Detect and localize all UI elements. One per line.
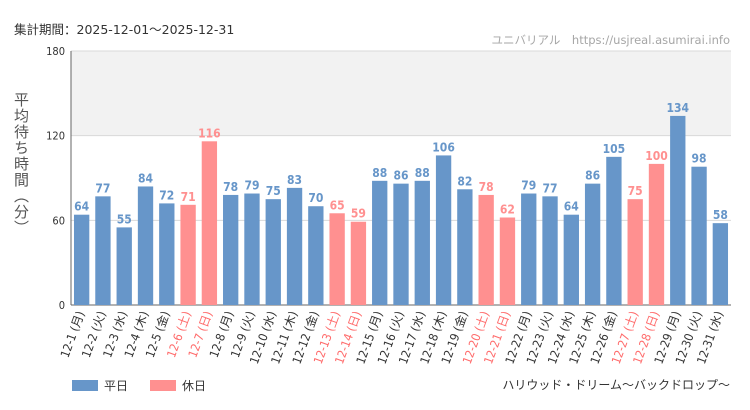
legend-label-weekday: 平日 xyxy=(104,379,129,393)
bar-18 xyxy=(435,155,452,305)
bar-16 xyxy=(393,183,409,305)
value-label-13: 65 xyxy=(330,198,345,212)
bar-13 xyxy=(329,213,345,305)
bar-30 xyxy=(691,166,707,305)
bar-10 xyxy=(265,199,281,305)
y-tick-label-120: 120 xyxy=(46,130,65,143)
value-label-17: 88 xyxy=(415,166,430,180)
value-label-1: 64 xyxy=(74,200,90,214)
value-label-27: 75 xyxy=(628,184,643,198)
value-label-4: 84 xyxy=(138,171,154,185)
value-label-12: 70 xyxy=(308,191,323,205)
legend-item-weekday: 平日 xyxy=(72,377,128,394)
value-label-19: 82 xyxy=(457,174,472,188)
bar-8 xyxy=(223,194,239,305)
y-axis-label: 平均待ち時間（分） xyxy=(12,92,30,236)
value-label-8: 78 xyxy=(223,180,238,194)
bar-23 xyxy=(542,196,558,305)
bar-14 xyxy=(350,221,367,305)
y-tick-label-0: 0 xyxy=(59,299,65,312)
value-label-7: 116 xyxy=(198,126,221,140)
weekday-swatch xyxy=(72,380,98,391)
value-label-6: 71 xyxy=(181,190,196,204)
bar-31 xyxy=(712,223,729,305)
value-label-29: 134 xyxy=(667,101,690,115)
bar-17 xyxy=(414,180,430,305)
grid-band xyxy=(71,51,731,136)
bar-28 xyxy=(648,163,665,305)
value-label-21: 62 xyxy=(500,203,515,217)
bar-25 xyxy=(584,183,601,305)
value-label-25: 86 xyxy=(585,169,600,183)
holiday-swatch xyxy=(150,380,177,391)
period-label: 集計期間：2025-12-01〜2025-12-31 xyxy=(14,22,235,37)
bar-20 xyxy=(478,194,494,305)
value-label-9: 79 xyxy=(244,179,259,193)
bar-19 xyxy=(457,189,473,305)
bar-26 xyxy=(606,156,622,305)
legend-item-holiday: 休日 xyxy=(150,377,206,394)
value-label-16: 86 xyxy=(393,169,408,183)
bar-4 xyxy=(137,186,154,305)
bar-9 xyxy=(244,193,260,305)
value-label-31: 58 xyxy=(713,208,728,222)
bar-7 xyxy=(201,141,218,305)
value-label-5: 72 xyxy=(159,188,174,202)
y-tick-label-60: 60 xyxy=(52,214,65,227)
value-label-11: 83 xyxy=(287,173,302,187)
bar-27 xyxy=(627,199,643,305)
bar-1 xyxy=(73,214,90,305)
bar-24 xyxy=(563,214,579,305)
y-tick-label-180: 180 xyxy=(46,45,65,58)
value-label-18: 106 xyxy=(432,140,455,154)
bar-22 xyxy=(521,193,537,305)
value-label-30: 98 xyxy=(692,152,707,166)
bar-3 xyxy=(116,227,132,305)
value-label-15: 88 xyxy=(372,166,387,180)
attraction-name: ハリウッド・ドリーム〜バックドロップ〜 xyxy=(502,378,730,392)
legend-label-holiday: 休日 xyxy=(182,379,207,393)
bar-11 xyxy=(286,187,303,305)
value-label-20: 78 xyxy=(479,180,494,194)
value-label-24: 64 xyxy=(564,200,580,214)
legend: 平日 休日 xyxy=(72,377,206,394)
bar-5 xyxy=(159,203,175,305)
bar-29 xyxy=(670,115,686,306)
bar-2 xyxy=(95,196,111,305)
bar-6 xyxy=(180,204,196,305)
value-label-22: 79 xyxy=(521,179,536,193)
value-label-10: 75 xyxy=(266,184,281,198)
value-label-3: 55 xyxy=(117,212,132,226)
bar-12 xyxy=(308,206,324,305)
value-label-14: 59 xyxy=(351,207,366,221)
bar-21 xyxy=(499,217,516,305)
bar-15 xyxy=(372,180,388,305)
value-label-2: 77 xyxy=(95,181,110,195)
value-label-28: 100 xyxy=(645,149,668,163)
value-label-23: 77 xyxy=(543,181,558,195)
site-credit: ユニバリアル https://usjreal.asumirai.info xyxy=(491,33,730,47)
value-label-26: 105 xyxy=(603,142,626,156)
